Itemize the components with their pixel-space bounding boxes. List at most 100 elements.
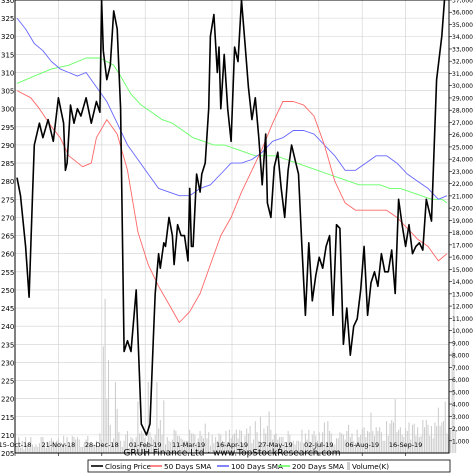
volume-bar [311, 434, 313, 453]
volume-bar [258, 440, 260, 453]
volume-bar [45, 448, 47, 453]
volume-bar [280, 437, 282, 453]
y-left-tick-label: 295 [1, 124, 14, 132]
volume-bar [127, 430, 129, 453]
volume-bar [94, 444, 96, 453]
volume-bar [411, 424, 413, 453]
volume-bar [102, 346, 104, 453]
y-right-tick-label: 13,000 [452, 291, 473, 298]
volume-bar [413, 423, 415, 453]
volume-bar [398, 429, 400, 453]
volume-bar [92, 445, 94, 453]
volume-bar [370, 412, 372, 453]
y-right-tick-label: 22,000 [452, 181, 473, 188]
series-line-closing-price [16, 0, 446, 436]
chart-title: GRUH Finance Ltd · www.TopStockResearch.… [123, 449, 340, 459]
volume-bar [206, 438, 208, 453]
volume-bar [287, 430, 289, 453]
volume-bar [211, 434, 213, 453]
volume-bar [97, 446, 99, 453]
volume-bar [101, 439, 103, 453]
volume-bar [322, 432, 324, 453]
y-left-tick-label: 275 [1, 196, 14, 204]
volume-bar [147, 381, 149, 453]
y-right-tick-label: 37,000 [452, 0, 473, 5]
volume-bar [263, 428, 265, 453]
grid [14, 0, 449, 454]
x-tick-label: 16-Apr-19 [216, 441, 248, 449]
volume-bar [161, 434, 163, 453]
volume-bar [451, 351, 453, 453]
volume-bar [308, 429, 310, 453]
volume-bar [417, 427, 419, 453]
volume-bar [310, 441, 312, 453]
y-left-tick-label: 290 [1, 142, 14, 150]
y-right-tick-label: 15,000 [452, 267, 473, 274]
volume-bar [325, 443, 327, 453]
volume-bar [234, 433, 236, 453]
volume-bar [235, 429, 237, 453]
volume-bar [453, 297, 455, 453]
y-right-tick-label: 6,000 [452, 377, 469, 384]
y-right-tick-label: 12,000 [452, 304, 473, 311]
y-right-tick-label: 2,000 [452, 426, 469, 433]
volume-bar [408, 422, 410, 453]
y-right-tick-label: 28,000 [452, 108, 473, 115]
y-left-tick-label: 310 [1, 69, 14, 77]
volume-bar [361, 428, 363, 453]
volume-bar [422, 419, 424, 453]
volume-bar [26, 444, 28, 453]
volume-bar [33, 446, 35, 453]
y-right-tick-label: 27,000 [452, 120, 473, 127]
volume-bar [358, 437, 360, 453]
volume-bar [104, 298, 106, 453]
volume-bar [146, 444, 148, 453]
volume-bar [120, 440, 122, 453]
y-right-tick-label: 19,000 [452, 218, 473, 225]
volume-bar [403, 437, 405, 453]
y-right-tick-label: 23,000 [452, 169, 473, 176]
legend-label: Closing Price [105, 462, 152, 471]
volume-bar [377, 430, 379, 453]
volume-bar [365, 437, 367, 453]
volume-bar [363, 427, 365, 453]
y-right-tick-label: 33,000 [452, 46, 473, 53]
volume-bar [275, 433, 277, 453]
volume-bar [59, 441, 61, 453]
x-tick-label: 21-Nov-18 [42, 441, 76, 449]
volume-bar [334, 444, 336, 453]
y-left-tick-label: 235 [1, 341, 14, 349]
volume-bar [85, 439, 87, 453]
volume-bar [185, 440, 187, 453]
volume-bar [425, 419, 427, 453]
volume-bar [429, 435, 431, 453]
y-left-tick-label: 225 [1, 378, 14, 386]
volume-bar [121, 446, 123, 453]
volume-bar [418, 437, 420, 453]
y-right-tick-label: 21,000 [452, 193, 473, 200]
x-tick-label: 11-Mar-19 [172, 441, 205, 449]
x-tick-label: 27-May-19 [258, 441, 293, 449]
volume-bar [301, 429, 303, 453]
volume-bar [47, 445, 49, 453]
volume-bar [99, 433, 101, 453]
y-right-tick-label: 20,000 [452, 206, 473, 213]
volume-bar [230, 438, 232, 453]
volume-bar [420, 435, 422, 453]
x-tick-label: 02-Jul-19 [304, 441, 333, 449]
volume-bar [410, 439, 412, 453]
volume-bar [130, 437, 132, 453]
volume-bar [64, 443, 66, 453]
volume-bar [163, 400, 165, 453]
volume-bar [313, 430, 315, 453]
volume-bar [95, 440, 97, 453]
volume-bar [183, 440, 186, 453]
volume-bars [16, 297, 457, 453]
volume-bar [392, 422, 394, 453]
volume-bar [335, 438, 337, 453]
volume-bar [282, 437, 284, 453]
volume-bar [44, 444, 46, 453]
volume-bar [299, 441, 301, 453]
volume-bar [373, 435, 375, 453]
volume-bar [118, 432, 120, 453]
